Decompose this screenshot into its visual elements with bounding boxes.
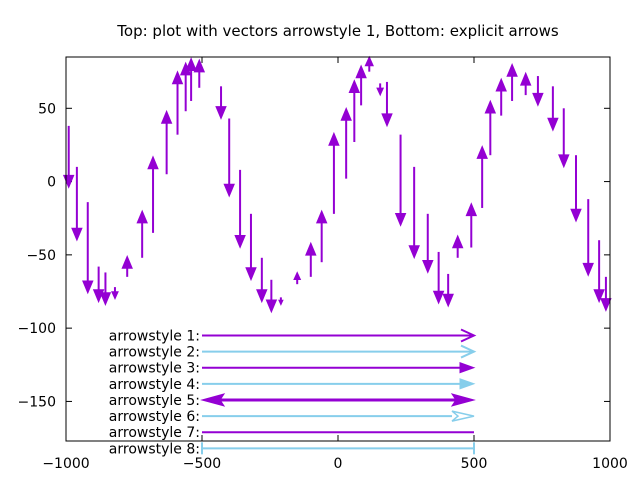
arrowstyle-label: arrowstyle 8:: [109, 441, 200, 457]
y-tick-label: −50: [26, 248, 56, 264]
vector-arrow: [328, 131, 340, 214]
arrowstyle-label: arrowstyle 3:: [109, 361, 200, 377]
vector-arrow: [547, 86, 559, 132]
vector-arrow: [315, 209, 328, 263]
vector-arrow: [582, 199, 594, 277]
vector-arrow: [265, 279, 278, 314]
arrowstyle-label: arrowstyle 2:: [109, 345, 200, 361]
vector-arrow: [600, 276, 612, 312]
y-tick-label: −100: [18, 321, 56, 337]
x-tick-label: 0: [334, 456, 343, 472]
vector-arrow: [451, 234, 464, 258]
vector-arrow: [185, 57, 197, 101]
vector-arrow: [256, 257, 268, 304]
plot-frame: [65, 56, 611, 442]
vector-arrow: [394, 134, 407, 227]
vector-arrow: [193, 58, 206, 88]
arrowstyle-4: arrowstyle 4:: [109, 377, 476, 393]
arrowstyle-6: arrowstyle 6:: [109, 409, 475, 425]
arrowstyle-1: arrowstyle 1:: [109, 328, 477, 344]
arrowstyle-label: arrowstyle 4:: [109, 377, 200, 393]
vector-series: [62, 55, 612, 314]
vector-arrow: [442, 273, 454, 308]
explicit-arrows: arrowstyle 1:arrowstyle 2:arrowstyle 3:a…: [109, 328, 477, 457]
vector-arrow: [476, 145, 488, 208]
y-tick-label: 50: [38, 101, 56, 117]
vector-arrow: [111, 287, 119, 301]
vector-arrow: [215, 86, 227, 120]
arrowstyle-8: arrowstyle 8:: [109, 441, 475, 457]
vector-arrow: [348, 79, 361, 143]
vector-arrow: [593, 240, 605, 304]
y-tick-label: 0: [47, 175, 56, 191]
vector-arrow: [305, 241, 317, 277]
vector-arrow: [99, 272, 112, 307]
vector-arrow: [570, 155, 582, 223]
vector-arrow: [223, 118, 235, 198]
vector-arrow: [278, 297, 284, 306]
arrowstyle-3: arrowstyle 3:: [109, 361, 476, 377]
arrowstyle-label: arrowstyle 5:: [109, 393, 200, 409]
y-tick-label: −150: [18, 394, 56, 410]
arrowstyle-2: arrowstyle 2:: [109, 345, 477, 361]
vector-arrow: [160, 109, 173, 175]
vector-arrow: [432, 251, 445, 305]
vector-arrow: [82, 202, 94, 295]
arrowstyle-5: arrowstyle 5:: [109, 393, 476, 409]
vector-arrow: [245, 213, 257, 282]
arrowstyle-7: arrowstyle 7:: [109, 425, 474, 441]
vector-arrow: [532, 76, 544, 107]
vector-arrow: [340, 107, 352, 179]
y-tick-labels: 50 0 −50 −100 −150: [18, 101, 56, 410]
vector-arrow: [364, 55, 374, 72]
vector-arrow: [506, 62, 518, 101]
vector-arrow: [381, 81, 393, 128]
vector-arrow: [422, 213, 434, 274]
vector-arrow: [465, 202, 478, 248]
chart-title: Top: plot with vectors arrowstyle 1, Bot…: [116, 22, 559, 40]
x-tick-label: −500: [183, 456, 221, 472]
vector-arrow: [408, 166, 420, 260]
vector-arrow: [293, 271, 302, 285]
vector-arrow: [558, 108, 570, 169]
vector-arrow: [355, 64, 367, 106]
vector-arrow: [121, 254, 133, 277]
x-tick-label: 1000: [592, 456, 628, 472]
vector-arrow: [234, 169, 246, 249]
vector-arrow: [376, 83, 385, 97]
vector-arrow: [147, 155, 159, 233]
x-tick-label: 500: [461, 456, 488, 472]
arrowstyle-label: arrowstyle 7:: [109, 425, 200, 441]
vector-arrow: [495, 77, 507, 116]
arrowstyle-label: arrowstyle 6:: [109, 409, 200, 425]
x-tick-label: −1000: [42, 456, 89, 472]
x-tick-labels: −1000 −500 0 500 1000: [42, 456, 628, 472]
vector-arrow: [484, 99, 497, 156]
vector-arrow: [62, 125, 75, 189]
vector-arrow: [171, 70, 184, 135]
vector-arrow: [136, 209, 148, 258]
vector-arrow: [71, 166, 83, 242]
vector-arrow: [519, 71, 532, 96]
arrowstyle-label: arrowstyle 1:: [109, 328, 200, 344]
